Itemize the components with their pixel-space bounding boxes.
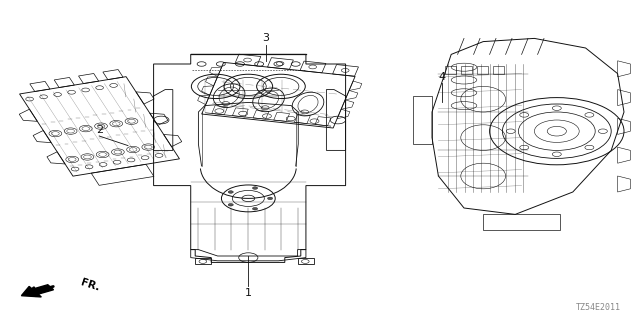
Bar [477,66,488,74]
Text: FR.: FR. [79,278,101,293]
Bar [445,66,456,74]
Text: 2: 2 [95,124,103,135]
FancyArrow shape [21,285,54,297]
Text: TZ54E2011: TZ54E2011 [576,303,621,312]
Text: 1: 1 [245,288,252,298]
Circle shape [253,187,258,189]
Circle shape [268,197,273,200]
Circle shape [253,207,258,210]
Circle shape [228,191,233,193]
Text: 4: 4 [438,72,445,82]
Bar [493,66,504,74]
Circle shape [228,204,233,206]
Bar [461,66,472,74]
Text: 3: 3 [262,33,269,44]
